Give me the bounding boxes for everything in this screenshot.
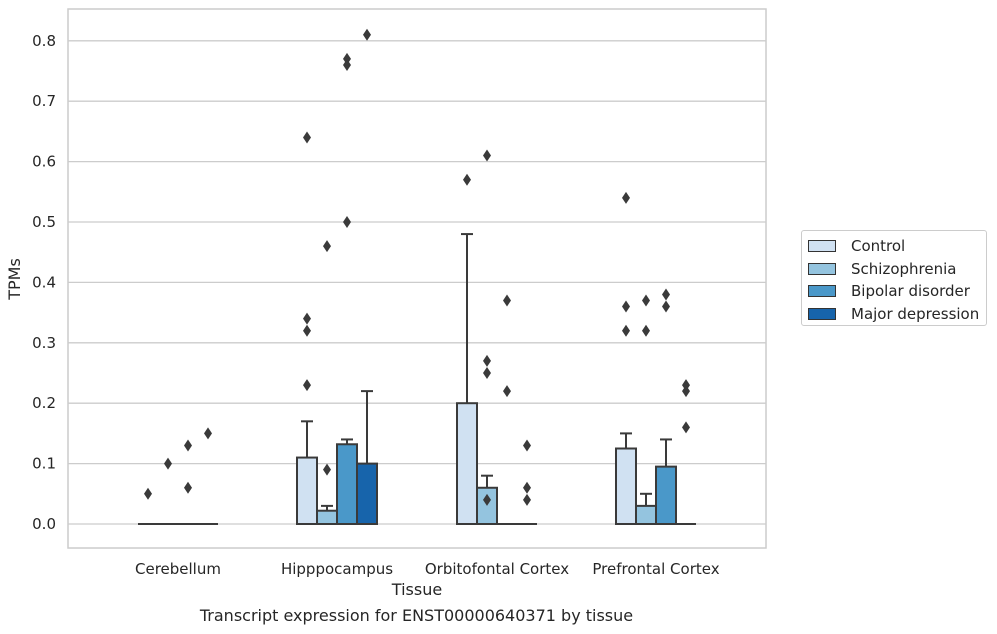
outlier-point bbox=[682, 385, 690, 398]
legend-label: Control bbox=[851, 237, 906, 256]
outlier-point bbox=[483, 367, 491, 379]
legend-item: Control bbox=[808, 235, 986, 258]
outlier-point bbox=[184, 439, 192, 452]
bar bbox=[456, 402, 478, 526]
outlier-point bbox=[622, 324, 630, 337]
bar bbox=[476, 486, 498, 526]
legend-item: Bipolar disorder bbox=[808, 280, 986, 303]
bar bbox=[635, 504, 657, 526]
legend-swatch bbox=[808, 285, 836, 298]
outlier-point bbox=[523, 481, 531, 494]
y-axis-label: TPMs bbox=[5, 258, 24, 301]
bar bbox=[336, 443, 358, 525]
outlier-point bbox=[642, 324, 650, 337]
bar bbox=[615, 447, 637, 525]
outlier-point bbox=[662, 300, 670, 313]
y-tick-label: 0.7 bbox=[32, 92, 56, 110]
outlier-point bbox=[682, 421, 690, 434]
x-tick-label: Orbitofontal Cortex bbox=[425, 560, 569, 578]
legend: Control Schizophrenia Bipolar disorder Majo… bbox=[801, 230, 987, 326]
y-tick-label: 0.4 bbox=[32, 273, 56, 291]
outlier-point bbox=[303, 131, 311, 144]
y-tick-label: 0.0 bbox=[32, 515, 56, 533]
outlier-point bbox=[303, 379, 311, 392]
outlier-point bbox=[662, 288, 670, 301]
outlier-point bbox=[483, 354, 491, 367]
legend-label: Bipolar disorder bbox=[851, 282, 970, 301]
chart-caption: Transcript expression for ENST0000064037… bbox=[199, 606, 634, 625]
legend-item: Major depression bbox=[808, 303, 986, 326]
bar bbox=[296, 456, 318, 525]
outlier-point bbox=[503, 385, 511, 398]
legend-swatch bbox=[808, 262, 836, 275]
bar bbox=[356, 462, 378, 526]
outlier-point bbox=[503, 294, 511, 307]
outlier-point bbox=[323, 240, 331, 253]
y-tick-label: 0.5 bbox=[32, 213, 56, 231]
outlier-point bbox=[483, 493, 491, 506]
y-tick-label: 0.6 bbox=[32, 153, 56, 171]
outlier-point bbox=[622, 300, 630, 313]
outlier-point bbox=[363, 28, 371, 41]
outlier-point bbox=[622, 191, 630, 204]
plot-area bbox=[68, 9, 766, 548]
outlier-point bbox=[523, 439, 531, 452]
outlier-point bbox=[523, 493, 531, 506]
x-tick-label: Cerebellum bbox=[135, 560, 221, 578]
outlier-point bbox=[204, 427, 212, 440]
outlier-point bbox=[144, 487, 152, 500]
x-axis-label: Tissue bbox=[391, 580, 442, 599]
outlier-point bbox=[303, 312, 311, 325]
outlier-point bbox=[343, 58, 351, 71]
outlier-point bbox=[343, 216, 351, 228]
legend-swatch bbox=[808, 307, 836, 320]
outlier-point bbox=[642, 294, 650, 307]
legend-label: Schizophrenia bbox=[851, 259, 957, 278]
outlier-point bbox=[463, 173, 471, 186]
y-tick-label: 0.3 bbox=[32, 334, 56, 352]
y-tick-label: 0.1 bbox=[32, 455, 56, 473]
outlier-point bbox=[184, 481, 192, 494]
legend-item: Schizophrenia bbox=[808, 258, 986, 281]
plot-frame bbox=[67, 8, 767, 549]
bar bbox=[316, 509, 338, 526]
outlier-point bbox=[323, 463, 331, 476]
legend-swatch bbox=[808, 240, 836, 253]
x-tick-label: Hipppocampus bbox=[281, 560, 393, 578]
outlier-point bbox=[343, 52, 351, 65]
outlier-point bbox=[303, 324, 311, 337]
bar bbox=[655, 465, 677, 525]
outlier-point bbox=[483, 149, 491, 162]
y-tick-label: 0.8 bbox=[32, 32, 56, 50]
legend-label: Major depression bbox=[851, 304, 980, 323]
outlier-point bbox=[164, 457, 172, 470]
x-tick-label: Prefrontal Cortex bbox=[592, 560, 719, 578]
y-tick-label: 0.2 bbox=[32, 394, 56, 412]
outlier-point bbox=[682, 379, 690, 392]
